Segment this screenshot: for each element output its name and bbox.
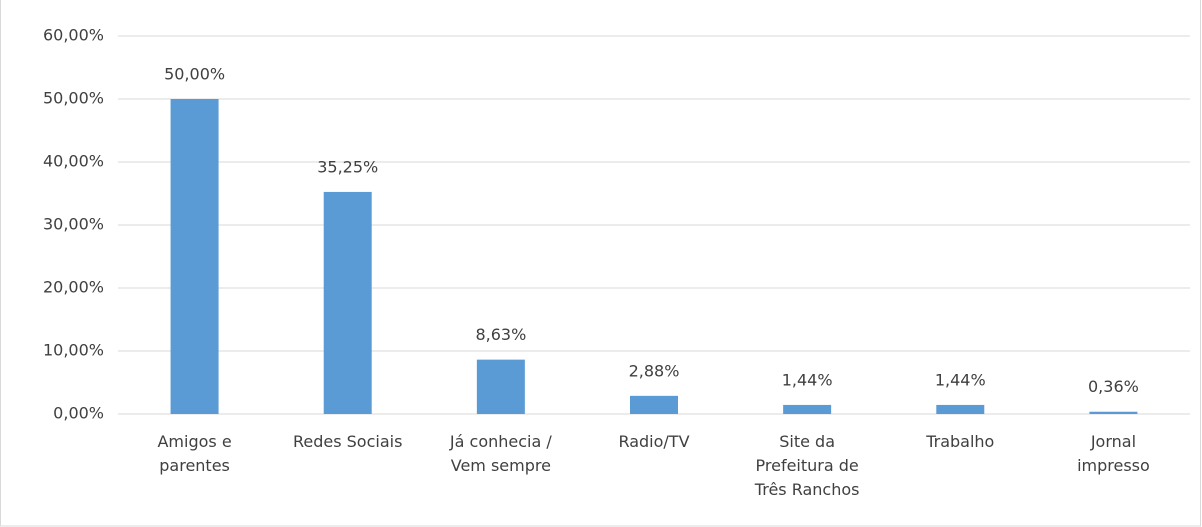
y-tick-label: 10,00%: [43, 341, 104, 360]
y-tick-label: 30,00%: [43, 215, 104, 234]
x-tick-label: Radio/TV: [618, 432, 690, 451]
bar: [323, 191, 372, 414]
x-tick-label: Amigos e parentes: [157, 432, 232, 475]
bar: [1089, 411, 1138, 414]
x-tick-label: Redes Sociais: [292, 432, 403, 451]
bar: [170, 99, 219, 414]
value-label: 1,44%: [782, 370, 833, 389]
x-tick-label: Site da Prefeitura de Três Ranchos: [754, 432, 860, 499]
bar: [936, 404, 985, 414]
x-tick-label: Já conhecia / Vem sempre: [449, 432, 552, 475]
y-tick-label: 20,00%: [43, 278, 104, 297]
y-tick-label: 0,00%: [53, 404, 104, 423]
value-label: 50,00%: [164, 65, 225, 84]
y-tick-label: 40,00%: [43, 152, 104, 171]
value-label: 35,25%: [317, 157, 378, 176]
value-label: 0,36%: [1088, 377, 1139, 396]
y-tick-label: 60,00%: [43, 26, 104, 45]
x-tick-label: Trabalho: [926, 432, 995, 451]
y-tick-label: 50,00%: [43, 89, 104, 108]
bar: [783, 404, 832, 414]
bar: [630, 395, 678, 414]
value-label: 1,44%: [935, 370, 986, 389]
bar: [476, 359, 525, 414]
value-label: 2,88%: [629, 361, 680, 380]
x-tick-label: Jornal impresso: [1077, 432, 1150, 475]
value-label: 8,63%: [475, 325, 526, 344]
